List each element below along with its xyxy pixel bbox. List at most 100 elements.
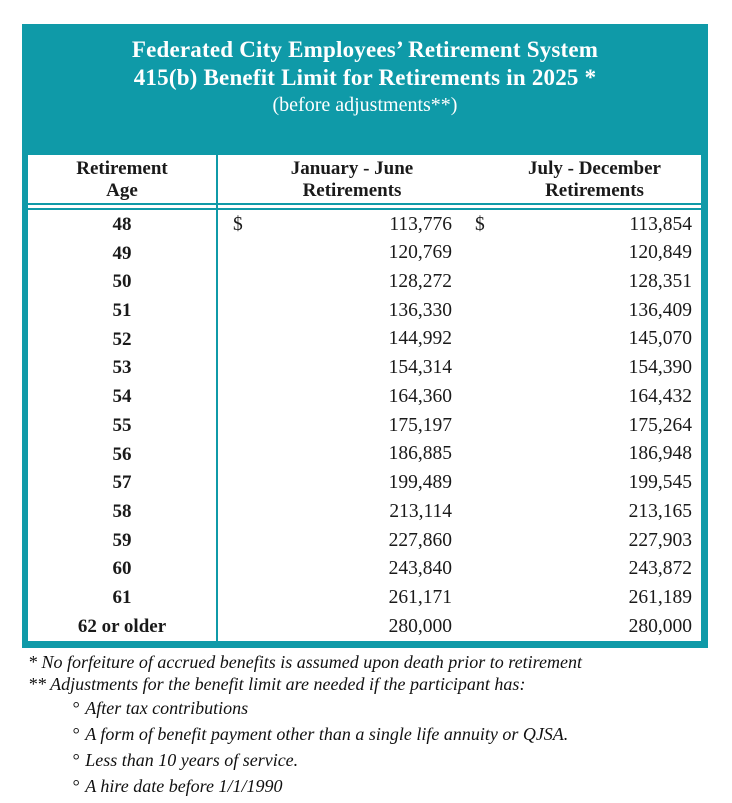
column-header-jan-june: January - June Retirements (216, 156, 462, 202)
july-december-amount: 145,070 (628, 328, 692, 350)
header-double-rule (28, 203, 701, 210)
table-row: 61 261,171 261,189 (28, 583, 701, 612)
july-december-cell: 261,189 (462, 588, 701, 608)
table-row: 60 243,840 243,872 (28, 555, 701, 584)
table-row: 50 128,272 128,351 (28, 267, 701, 296)
july-december-cell: 120,849 (462, 243, 701, 263)
july-december-amount: 213,165 (628, 500, 692, 522)
column-header-age-line2: Age (106, 180, 138, 201)
table-header-row: Retirement Age January - June Retirement… (28, 155, 701, 203)
age-cell: 51 (112, 300, 132, 322)
table-row: 48 $ 113,776 $ 113,854 (28, 210, 701, 239)
jan-june-amount: 128,272 (388, 271, 452, 293)
age-cell: 60 (112, 558, 132, 580)
july-december-amount: 164,432 (628, 385, 692, 407)
jan-june-amount: 213,114 (389, 500, 452, 522)
july-december-cell: 164,432 (462, 387, 701, 407)
july-december-cell: 175,264 (462, 416, 701, 436)
jan-june-cell: 136,330 (216, 301, 462, 321)
july-december-amount: 227,903 (628, 529, 692, 551)
table-row: 49 120,769 120,849 (28, 239, 701, 268)
table-row: 59 227,860 227,903 (28, 526, 701, 555)
table-row: 62 or older 280,000 280,000 (28, 612, 701, 641)
degree-bullet-icon: ° (72, 750, 80, 770)
july-december-cell: 186,948 (462, 444, 701, 464)
table-row: 56 186,885 186,948 (28, 440, 701, 469)
table-row: 53 154,314 154,390 (28, 354, 701, 383)
footnote-star: * No forfeiture of accrued benefits is a… (28, 652, 582, 672)
footnote-double-star: ** Adjustments for the benefit limit are… (28, 674, 526, 694)
age-cell: 57 (112, 472, 132, 494)
july-december-cell: 145,070 (462, 329, 701, 349)
jan-june-amount: 154,314 (388, 357, 452, 379)
jan-june-amount: 261,171 (388, 586, 452, 608)
footnote-bullet: ° After tax contributions (72, 695, 718, 721)
footnote-bullet: ° A form of benefit payment other than a … (72, 721, 718, 747)
july-december-cell: $ 113,854 (462, 215, 701, 235)
footnote-bullet-text: Less than 10 years of service. (85, 750, 299, 770)
jan-june-cell: 186,885 (216, 444, 462, 464)
july-december-cell: 199,545 (462, 473, 701, 493)
jan-june-cell: $ 113,776 (216, 215, 462, 235)
degree-bullet-icon: ° (72, 698, 80, 718)
column-header-jan-june-line2: Retirements (302, 180, 402, 201)
jan-june-cell: 261,171 (216, 588, 462, 608)
table-row: 54 164,360 164,432 (28, 382, 701, 411)
jan-june-amount: 186,885 (388, 443, 452, 465)
age-cell: 52 (112, 328, 132, 350)
footnote-bullet-text: A form of benefit payment other than a s… (85, 724, 569, 744)
table-content-area: Retirement Age January - June Retirement… (28, 155, 701, 641)
column-header-july-december-line1: July - December (528, 158, 661, 179)
jan-june-cell: 128,272 (216, 272, 462, 292)
july-december-cell: 280,000 (462, 617, 701, 637)
footnotes: * No forfeiture of accrued benefits is a… (28, 651, 718, 799)
degree-bullet-icon: ° (72, 776, 80, 796)
age-cell: 56 (112, 443, 132, 465)
july-december-cell: 243,872 (462, 559, 701, 579)
july-december-currency: $ (475, 213, 485, 235)
july-december-cell: 227,903 (462, 531, 701, 551)
page-subtitle: (before adjustments**) (272, 94, 458, 116)
july-december-amount: 261,189 (628, 586, 692, 608)
age-cell: 61 (112, 587, 132, 609)
age-cell: 50 (112, 271, 132, 293)
july-december-amount: 199,545 (628, 472, 692, 494)
page-title-line2: 415(b) Benefit Limit for Retirements in … (133, 65, 597, 90)
table-body: 48 $ 113,776 $ 113,854 49 120,769 120,84… (28, 210, 701, 641)
age-column-divider (216, 155, 218, 641)
footnote-bullet: ° A hire date before 1/1/1990 (72, 773, 718, 799)
age-cell: 62 or older (77, 615, 167, 637)
jan-june-amount: 136,330 (388, 299, 452, 321)
age-cell: 53 (112, 357, 132, 379)
table-row: 57 199,489 199,545 (28, 468, 701, 497)
jan-june-amount: 164,360 (388, 385, 452, 407)
july-december-amount: 136,409 (628, 299, 692, 321)
jan-june-amount: 120,769 (388, 242, 452, 264)
age-cell: 54 (112, 386, 132, 408)
july-december-amount: 280,000 (628, 615, 692, 637)
jan-june-cell: 243,840 (216, 559, 462, 579)
column-header-age-line1: Retirement (76, 158, 168, 179)
july-december-cell: 136,409 (462, 301, 701, 321)
title-band: Federated City Employees’ Retirement Sys… (22, 24, 708, 155)
july-december-amount: 186,948 (628, 443, 692, 465)
degree-bullet-icon: ° (72, 724, 80, 744)
footnote-bullet-text: A hire date before 1/1/1990 (85, 776, 283, 796)
july-december-amount: 175,264 (628, 414, 692, 436)
july-december-cell: 128,351 (462, 272, 701, 292)
july-december-amount: 113,854 (629, 213, 692, 235)
jan-june-cell: 154,314 (216, 358, 462, 378)
benefit-limit-table: Federated City Employees’ Retirement Sys… (22, 24, 708, 648)
jan-june-currency: $ (233, 213, 243, 235)
july-december-cell: 154,390 (462, 358, 701, 378)
age-cell: 49 (112, 242, 132, 264)
page-title-line1: Federated City Employees’ Retirement Sys… (131, 37, 599, 62)
july-december-amount: 243,872 (628, 558, 692, 580)
jan-june-cell: 213,114 (216, 502, 462, 522)
july-december-cell: 213,165 (462, 502, 701, 522)
table-row: 51 136,330 136,409 (28, 296, 701, 325)
jan-june-amount: 280,000 (388, 615, 452, 637)
footnote-bullet: ° Less than 10 years of service. (72, 747, 718, 773)
age-cell: 48 (112, 213, 132, 235)
